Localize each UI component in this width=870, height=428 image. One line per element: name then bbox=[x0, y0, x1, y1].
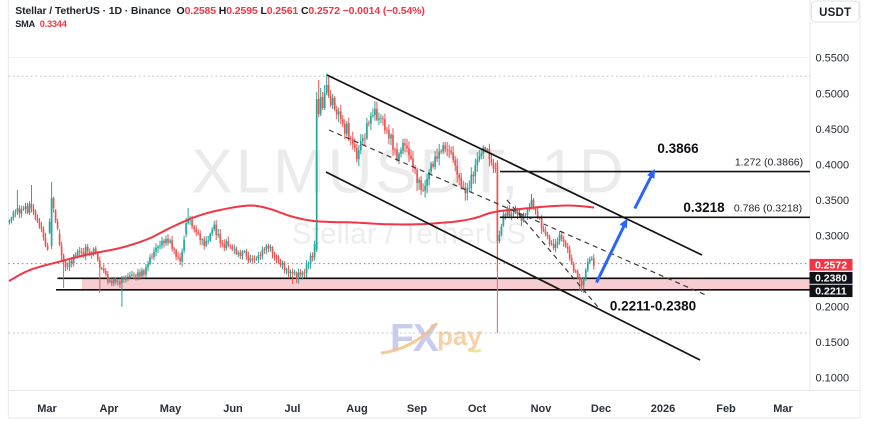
svg-text:0.5500: 0.5500 bbox=[816, 53, 850, 65]
svg-text:pay: pay bbox=[437, 321, 482, 351]
svg-text:Apr: Apr bbox=[100, 403, 120, 415]
svg-text:0.1000: 0.1000 bbox=[816, 373, 850, 385]
svg-text:Jul: Jul bbox=[285, 403, 301, 415]
svg-text:2026: 2026 bbox=[651, 403, 675, 415]
svg-text:0.2211-0.2380: 0.2211-0.2380 bbox=[610, 299, 696, 314]
svg-text:Feb: Feb bbox=[716, 403, 736, 415]
svg-text:0.3500: 0.3500 bbox=[816, 195, 850, 207]
svg-text:1.272 (0.3866): 1.272 (0.3866) bbox=[735, 157, 803, 169]
svg-text:Dec: Dec bbox=[591, 403, 611, 415]
svg-text:Mar: Mar bbox=[773, 403, 793, 415]
svg-text:Stellar / TetherUS · 1D · Bina: Stellar / TetherUS · 1D · Binance O0.258… bbox=[15, 5, 425, 17]
svg-text:0.4000: 0.4000 bbox=[816, 160, 850, 172]
svg-text:0.3866: 0.3866 bbox=[657, 141, 699, 156]
svg-text:Sep: Sep bbox=[407, 403, 427, 415]
svg-text:0.1500: 0.1500 bbox=[816, 337, 850, 349]
svg-text:SMA 0.3344: SMA 0.3344 bbox=[15, 19, 68, 29]
svg-text:0.786 (0.3218): 0.786 (0.3218) bbox=[734, 203, 802, 215]
svg-text:Jun: Jun bbox=[223, 403, 243, 415]
svg-text:0.3218: 0.3218 bbox=[683, 200, 725, 215]
svg-text:0.5000: 0.5000 bbox=[816, 89, 850, 101]
svg-text:USDT: USDT bbox=[819, 7, 851, 19]
svg-text:FX: FX bbox=[390, 317, 439, 360]
svg-text:0.2572: 0.2572 bbox=[815, 259, 847, 271]
svg-text:0.4500: 0.4500 bbox=[816, 124, 850, 136]
svg-text:Oct: Oct bbox=[468, 403, 487, 415]
svg-text:May: May bbox=[160, 403, 182, 415]
svg-text:Aug: Aug bbox=[346, 403, 367, 415]
svg-text:0.2000: 0.2000 bbox=[816, 302, 850, 314]
svg-text:0.2380: 0.2380 bbox=[815, 272, 847, 284]
svg-text:0.3000: 0.3000 bbox=[816, 230, 850, 242]
svg-text:Mar: Mar bbox=[37, 403, 57, 415]
svg-text:Nov: Nov bbox=[531, 403, 553, 415]
svg-text:0.2211: 0.2211 bbox=[815, 285, 847, 297]
